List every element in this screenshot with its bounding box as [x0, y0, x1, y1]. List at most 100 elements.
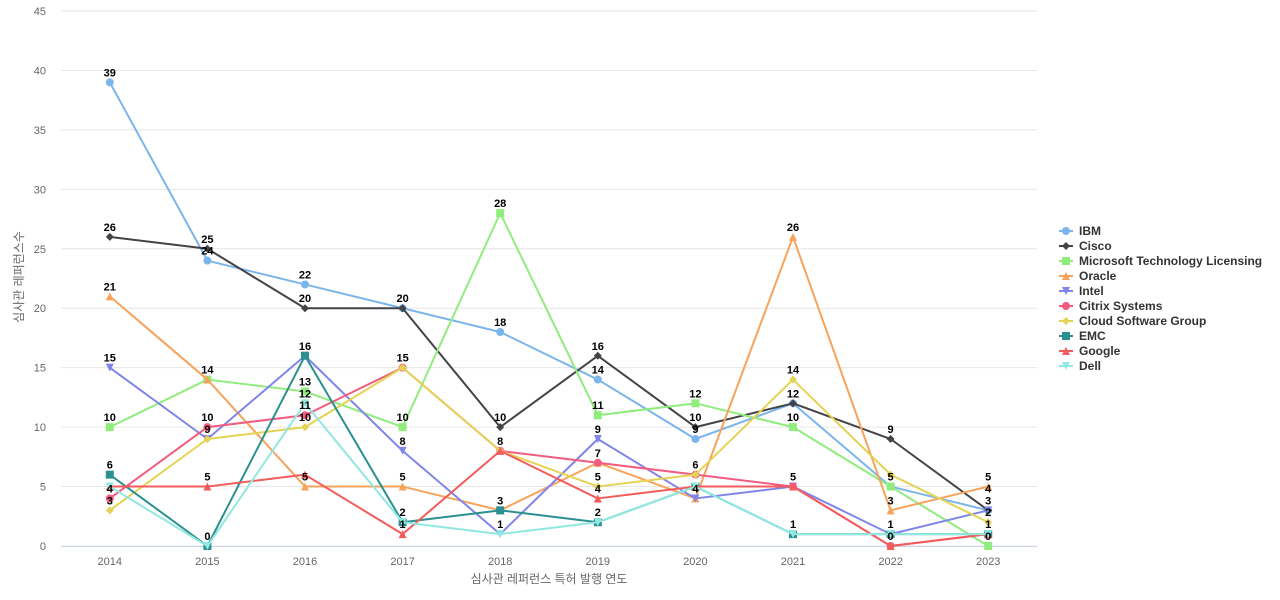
data-label: 9 — [692, 424, 698, 436]
data-label: 4 — [107, 483, 114, 495]
series-ibm — [105, 78, 993, 515]
data-point — [789, 482, 797, 491]
data-point — [301, 423, 309, 432]
data-label: 14 — [787, 365, 800, 377]
data-point — [691, 494, 700, 503]
y-tick-label: 5 — [40, 482, 46, 494]
data-point — [496, 209, 505, 218]
y-tick-label: 25 — [34, 244, 46, 256]
legend-item[interactable]: Cloud Software Group — [1059, 314, 1206, 328]
series-line — [109, 212, 989, 547]
x-tick-label: 2023 — [976, 556, 1000, 568]
x-tick-label: 2016 — [293, 556, 317, 568]
data-label: 21 — [104, 281, 116, 293]
data-point — [593, 435, 602, 443]
series-cloud-software-group — [105, 363, 993, 527]
data-label: 2 — [595, 507, 601, 519]
x-tick-label: 2022 — [878, 556, 902, 568]
legend-item[interactable]: Intel — [1059, 284, 1104, 298]
x-tick-label: 2020 — [683, 556, 707, 568]
x-tick-label: 2014 — [98, 556, 122, 568]
legend-label: Intel — [1079, 284, 1104, 298]
data-point — [593, 482, 602, 491]
data-label: 0 — [204, 531, 210, 543]
data-point — [691, 399, 700, 408]
data-label: 0 — [888, 531, 894, 543]
data-label: 7 — [595, 448, 601, 460]
y-axis-title: 심사관 레퍼런스수 — [12, 231, 26, 323]
data-point — [301, 399, 309, 408]
legend-label: Oracle — [1079, 269, 1117, 283]
legend-marker — [1062, 362, 1070, 370]
data-point — [301, 304, 309, 313]
data-label: 12 — [299, 388, 311, 400]
legend-item[interactable]: Google — [1059, 344, 1121, 358]
legend-item[interactable]: EMC — [1059, 329, 1106, 343]
data-label: 5 — [595, 472, 601, 484]
data-point — [203, 542, 212, 550]
y-axis-ticks: 0 5 10 15 20 25 30 35 40 45 — [34, 6, 46, 553]
data-point — [105, 363, 114, 372]
legend-label: EMC — [1079, 329, 1106, 343]
data-label: 5 — [888, 472, 894, 484]
data-label: 13 — [299, 376, 311, 388]
series-line — [109, 402, 989, 547]
legend-label: Cloud Software Group — [1079, 314, 1206, 328]
series-cisco — [105, 232, 993, 515]
data-point — [105, 506, 114, 515]
gridlines — [61, 10, 1037, 547]
data-label: 16 — [299, 341, 311, 353]
data-point — [398, 482, 407, 491]
data-label: 0 — [985, 531, 991, 543]
legend-marker — [1062, 287, 1070, 295]
data-label: 26 — [104, 222, 116, 234]
data-point — [886, 530, 895, 539]
legend-item[interactable]: Oracle — [1059, 269, 1117, 283]
legend-item[interactable]: Citrix Systems — [1059, 299, 1163, 313]
data-label: 6 — [692, 460, 698, 472]
data-label: 5 — [400, 472, 406, 484]
data-point — [301, 280, 309, 289]
data-label: 5 — [790, 472, 796, 484]
series-line — [109, 354, 989, 536]
x-tick-label: 2019 — [586, 556, 610, 568]
series-line — [109, 235, 989, 512]
data-label: 5 — [302, 472, 308, 484]
data-label: 3 — [497, 495, 503, 507]
data-point — [496, 328, 505, 336]
data-point — [984, 506, 993, 515]
data-point — [886, 506, 895, 515]
legend-marker — [1062, 227, 1070, 235]
data-point — [301, 387, 309, 396]
data-label: 14 — [592, 365, 605, 377]
data-point — [886, 542, 895, 550]
legend-marker — [1062, 272, 1070, 280]
data-label: 9 — [595, 424, 601, 436]
data-point — [593, 458, 602, 467]
data-point — [398, 304, 407, 313]
legend-item[interactable]: Cisco — [1059, 239, 1112, 253]
data-point — [105, 494, 114, 503]
data-point — [789, 375, 797, 384]
data-point — [398, 363, 407, 372]
legend-marker — [1062, 257, 1070, 265]
data-label: 4 — [595, 483, 602, 495]
x-axis-title: 심사관 레퍼런스 특허 발행 연도 — [471, 571, 628, 586]
data-label: 18 — [494, 317, 506, 329]
y-tick-label: 30 — [34, 184, 46, 196]
y-tick-label: 15 — [34, 363, 46, 375]
series-dell — [105, 399, 993, 550]
data-point — [301, 470, 309, 479]
data-point — [105, 232, 114, 241]
data-label: 6 — [107, 460, 113, 472]
data-point — [203, 256, 212, 265]
y-tick-label: 20 — [34, 303, 46, 315]
legend-item[interactable]: IBM — [1059, 224, 1101, 238]
data-label: 4 — [692, 483, 699, 495]
legend-item[interactable]: Microsoft Technology Licensing — [1059, 254, 1262, 268]
data-point — [886, 435, 895, 443]
data-label: 3 — [888, 495, 894, 507]
legend-item[interactable]: Dell — [1059, 359, 1101, 373]
data-point — [301, 482, 309, 491]
data-point — [886, 482, 895, 491]
